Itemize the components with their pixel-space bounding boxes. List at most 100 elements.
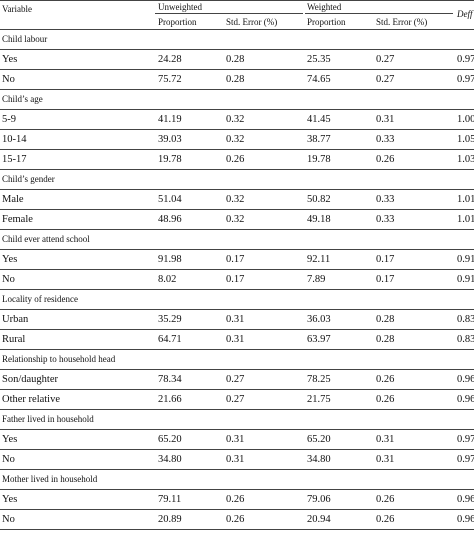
section-row: Locality of residence — [0, 290, 474, 310]
unweighted-std-error: 0.31 — [226, 314, 245, 325]
header-u-std-error: Std. Error (%) — [226, 17, 278, 27]
section-label: Child’s gender — [2, 174, 55, 184]
weighted-std-error: 0.33 — [376, 214, 395, 225]
row-label: 10-14 — [2, 134, 27, 145]
deff-value: 1.00 — [457, 114, 474, 125]
header-deff: Deff — [457, 9, 473, 19]
deff-value: 1.01 — [457, 214, 474, 225]
row-label: No — [2, 514, 15, 525]
weighted-std-error: 0.28 — [376, 334, 395, 345]
weighted-proportion: 65.20 — [307, 434, 331, 445]
deff-value: 1.01 — [457, 194, 474, 205]
unweighted-proportion: 19.78 — [158, 154, 182, 165]
unweighted-proportion: 51.04 — [158, 194, 182, 205]
unweighted-proportion: 21.66 — [158, 394, 182, 405]
deff-value: 0.96 — [457, 494, 474, 505]
header-unweighted: Unweighted — [158, 2, 202, 12]
section-label: Mother lived in household — [2, 474, 98, 484]
deff-value: 1.05 — [457, 134, 474, 145]
table-row: Other relative 21.66 0.27 21.75 0.26 0.9… — [0, 390, 474, 410]
weighted-std-error: 0.26 — [376, 514, 395, 525]
table-row: Yes 65.20 0.31 65.20 0.31 0.97 — [0, 430, 474, 450]
section-label: Locality of residence — [2, 294, 78, 304]
unweighted-proportion: 79.11 — [158, 494, 182, 505]
table-row: 15-17 19.78 0.26 19.78 0.26 1.03 — [0, 150, 474, 170]
row-label: Male — [2, 194, 24, 205]
unweighted-std-error: 0.28 — [226, 74, 245, 85]
weighted-proportion: 7.89 — [307, 274, 326, 285]
weighted-std-error: 0.17 — [376, 274, 395, 285]
weighted-std-error: 0.26 — [376, 374, 395, 385]
row-label: Rural — [2, 334, 26, 345]
weighted-proportion: 25.35 — [307, 54, 331, 65]
row-label: No — [2, 454, 15, 465]
row-label: Yes — [2, 54, 18, 65]
row-label: No — [2, 274, 15, 285]
unweighted-group-rule — [155, 13, 303, 14]
section-row: Child labour — [0, 30, 474, 50]
weighted-proportion: 78.25 — [307, 374, 331, 385]
unweighted-proportion: 75.72 — [158, 74, 182, 85]
unweighted-proportion: 41.19 — [158, 114, 182, 125]
deff-value: 0.96 — [457, 394, 474, 405]
weighted-std-error: 0.17 — [376, 254, 395, 265]
section-label: Father lived in household — [2, 414, 94, 424]
weighted-proportion: 50.82 — [307, 194, 331, 205]
table-row: Rural 64.71 0.31 63.97 0.28 0.83 — [0, 330, 474, 350]
weighted-group-rule — [305, 13, 453, 14]
header-variable: Variable — [2, 4, 32, 14]
weighted-std-error: 0.27 — [376, 74, 395, 85]
section-row: Father lived in household — [0, 410, 474, 430]
weighted-std-error: 0.26 — [376, 154, 395, 165]
weighted-proportion: 19.78 — [307, 154, 331, 165]
weighted-std-error: 0.27 — [376, 54, 395, 65]
weighted-std-error: 0.33 — [376, 134, 395, 145]
table-row: No 75.72 0.28 74.65 0.27 0.97 — [0, 70, 474, 90]
header-w-std-error: Std. Error (%) — [376, 17, 428, 27]
table-row: No 8.02 0.17 7.89 0.17 0.91 — [0, 270, 474, 290]
weighted-std-error: 0.33 — [376, 194, 395, 205]
row-label: 5-9 — [2, 114, 16, 125]
weighted-proportion: 36.03 — [307, 314, 331, 325]
unweighted-proportion: 91.98 — [158, 254, 182, 265]
unweighted-proportion: 35.29 — [158, 314, 182, 325]
row-label: No — [2, 74, 15, 85]
section-row: Mother lived in household — [0, 470, 474, 490]
table-row: Female 48.96 0.32 49.18 0.33 1.01 — [0, 210, 474, 230]
unweighted-proportion: 8.02 — [158, 274, 177, 285]
table-top-border — [0, 0, 474, 1]
table-row: Male 51.04 0.32 50.82 0.33 1.01 — [0, 190, 474, 210]
weighted-proportion: 92.11 — [307, 254, 331, 265]
row-label: Yes — [2, 434, 18, 445]
unweighted-std-error: 0.32 — [226, 194, 245, 205]
deff-value: 0.83 — [457, 334, 474, 345]
deff-value: 0.97 — [457, 454, 474, 465]
section-label: Child’s age — [2, 94, 43, 104]
unweighted-std-error: 0.32 — [226, 114, 245, 125]
weighted-proportion: 79.06 — [307, 494, 331, 505]
deff-value: 0.96 — [457, 514, 474, 525]
deff-value: 0.97 — [457, 54, 474, 65]
unweighted-std-error: 0.31 — [226, 334, 245, 345]
unweighted-proportion: 65.20 — [158, 434, 182, 445]
unweighted-std-error: 0.17 — [226, 274, 245, 285]
unweighted-proportion: 20.89 — [158, 514, 182, 525]
row-label: 15-17 — [2, 154, 27, 165]
weighted-proportion: 63.97 — [307, 334, 331, 345]
weighted-proportion: 74.65 — [307, 74, 331, 85]
deff-value: 0.91 — [457, 254, 474, 265]
table-row: Yes 24.28 0.28 25.35 0.27 0.97 — [0, 50, 474, 70]
header-bottom-rule — [0, 29, 474, 30]
deff-value: 0.83 — [457, 314, 474, 325]
table-row: No 20.89 0.26 20.94 0.26 0.96 — [0, 510, 474, 530]
unweighted-std-error: 0.27 — [226, 394, 245, 405]
deff-value: 0.97 — [457, 74, 474, 85]
unweighted-std-error: 0.32 — [226, 134, 245, 145]
section-row: Relationship to household head — [0, 350, 474, 370]
weighted-proportion: 34.80 — [307, 454, 331, 465]
unweighted-proportion: 48.96 — [158, 214, 182, 225]
unweighted-std-error: 0.17 — [226, 254, 245, 265]
row-label: Yes — [2, 254, 18, 265]
table-row: Urban 35.29 0.31 36.03 0.28 0.83 — [0, 310, 474, 330]
section-label: Child ever attend school — [2, 234, 90, 244]
